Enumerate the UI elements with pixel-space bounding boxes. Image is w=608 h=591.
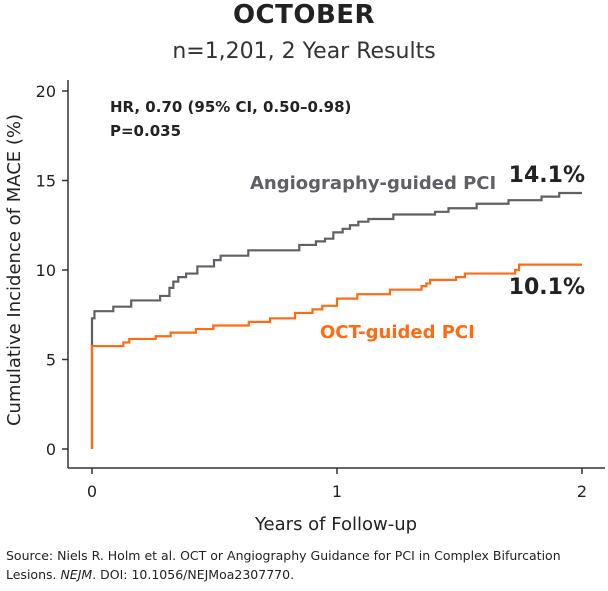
series-line-oct <box>90 263 582 449</box>
end-label-angiography: 14.1% <box>509 163 585 188</box>
y-tick-label: 10 <box>36 261 56 280</box>
y-axis-label: Cumulative Incidence of MACE (%) <box>4 114 25 426</box>
source-doi: . DOI: 10.1056/NEJMoa2307770. <box>92 567 295 582</box>
y-tick-label: 20 <box>36 82 56 101</box>
x-tick-label: 0 <box>87 482 97 501</box>
chart-title: OCTOBER <box>232 0 376 30</box>
x-axis-label: Years of Follow-up <box>254 514 417 535</box>
y-tick-label: 15 <box>36 172 56 191</box>
journal-name: NEJM <box>60 567 93 582</box>
chart-subtitle: n=1,201, 2 Year Results <box>172 39 436 64</box>
source-prefix: Lesions. <box>6 567 61 582</box>
series-label-angiography: Angiography-guided PCI <box>250 173 496 194</box>
y-tick-label: 5 <box>46 351 56 370</box>
p-value-annotation: P=0.035 <box>110 122 181 140</box>
x-tick-label: 1 <box>332 482 342 501</box>
series-line-angiography <box>90 191 582 449</box>
y-tick-label: 0 <box>46 440 56 459</box>
source-line-2: Lesions. NEJM. DOI: 10.1056/NEJMoa230777… <box>6 567 294 582</box>
source-line-1: Source: Niels R. Holm et al. OCT or Angi… <box>6 548 561 563</box>
series-label-oct: OCT-guided PCI <box>320 322 475 343</box>
x-tick-label: 2 <box>577 482 587 501</box>
hazard-ratio-annotation: HR, 0.70 (95% CI, 0.50–0.98) <box>110 98 351 116</box>
end-label-oct: 10.1% <box>509 275 585 300</box>
